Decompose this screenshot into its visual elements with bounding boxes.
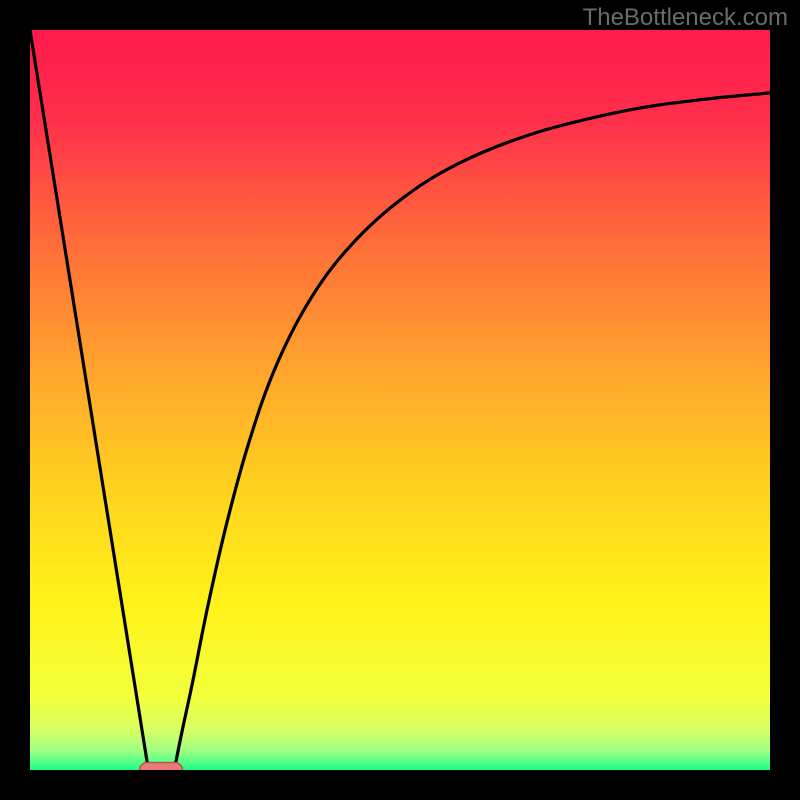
bottleneck-curve-chart xyxy=(0,0,800,800)
chart-background xyxy=(30,30,770,770)
watermark-text: TheBottleneck.com xyxy=(583,4,788,32)
chart-container: TheBottleneck.com xyxy=(0,0,800,800)
